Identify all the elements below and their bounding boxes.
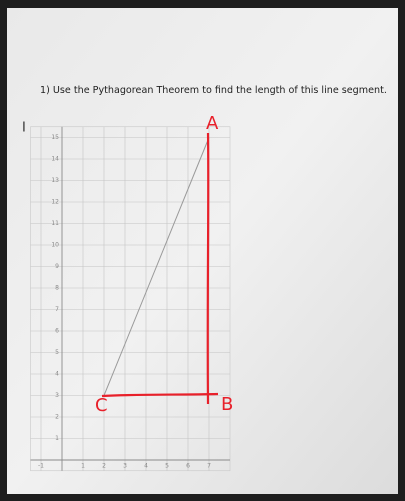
x-tick-label: -1 (38, 463, 44, 470)
y-tick-label: 7 (55, 306, 59, 313)
y-tick-label: 5 (55, 349, 59, 356)
y-tick-label: 4 (55, 371, 59, 378)
text-cursor: I (22, 121, 26, 136)
label-b: B (221, 394, 233, 415)
x-tick-label: 3 (123, 463, 127, 470)
grid-background (30, 126, 231, 472)
y-tick-label: 2 (55, 414, 59, 421)
y-tick-label: 10 (51, 242, 59, 249)
paper (7, 8, 398, 494)
x-tick-label: 6 (186, 463, 190, 470)
y-tick-label: 1 (55, 435, 59, 442)
y-tick-label: 8 (55, 285, 59, 292)
red-vertical-leg (206, 132, 210, 405)
line-segment (103, 137, 210, 396)
y-tick-label: 3 (55, 392, 59, 399)
y-tick-label: 13 (51, 177, 59, 184)
y-tick-label: 9 (55, 263, 59, 270)
label-c: C (95, 395, 108, 416)
x-tick-label: 1 (81, 463, 85, 470)
y-tick-label: 12 (51, 199, 59, 206)
x-tick-label: 5 (165, 463, 169, 470)
x-tick-label: 2 (102, 463, 106, 470)
label-a: A (206, 113, 219, 134)
red-horizontal-leg (101, 392, 219, 398)
y-tick-label: 11 (51, 220, 59, 227)
x-tick-label: 4 (144, 463, 148, 470)
x-tick-label: 7 (207, 463, 211, 470)
y-tick-label: 14 (51, 156, 59, 163)
y-tick-label: 15 (51, 134, 59, 141)
question: 1) Use the Pythagorean Theorem to find t… (40, 85, 387, 96)
y-tick-label: 6 (55, 328, 59, 335)
